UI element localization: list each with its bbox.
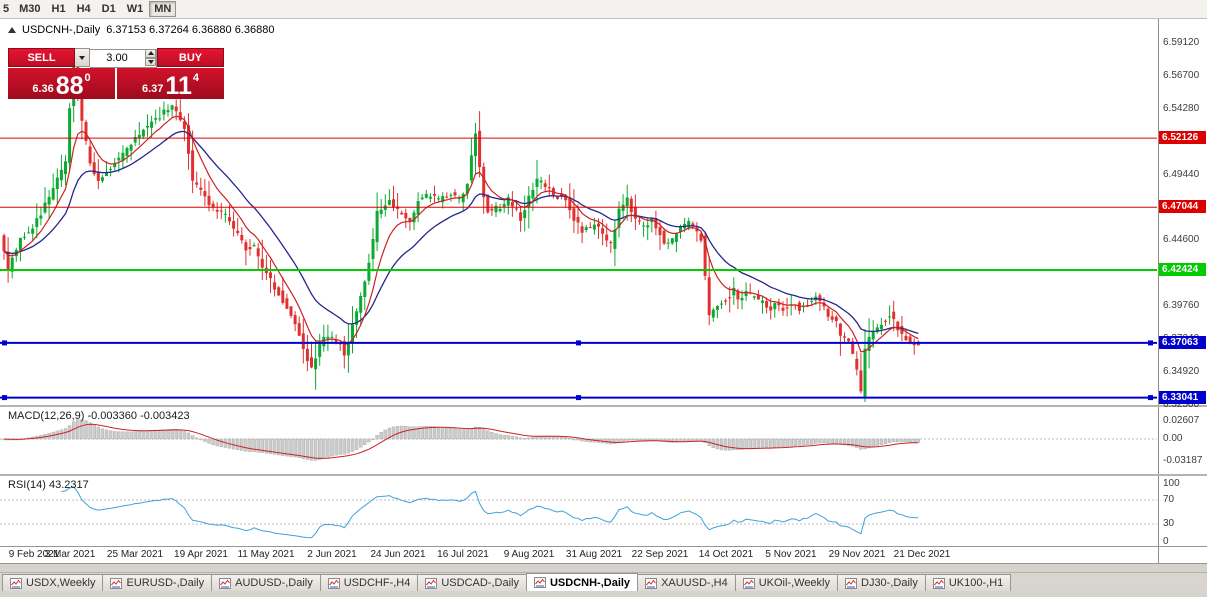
chart-icon [425, 577, 438, 589]
chart-icon [110, 577, 123, 589]
tab-label: XAUUSD-,H4 [661, 577, 728, 589]
tab-label: USDX,Weekly [26, 577, 96, 589]
tab-usdcnh-daily[interactable]: USDCNH-,Daily [525, 573, 639, 591]
symbol-period-label: USDCNH-,Daily [22, 24, 101, 36]
chart-icon [932, 577, 945, 589]
timeframe-toolbar: 5 M30 H1 H4 D1 W1 MN [0, 0, 1207, 19]
chart-icon [742, 577, 755, 589]
tab-eurusd-daily[interactable]: EURUSD-,Daily [102, 574, 213, 591]
volume-input[interactable] [90, 48, 157, 68]
tab-ukoil-weekly[interactable]: UKOil-,Weekly [734, 574, 838, 591]
timeframe-button-h1[interactable]: H1 [47, 1, 71, 17]
chart-icon [533, 577, 546, 588]
tab-usdx-weekly[interactable]: USDX,Weekly [2, 574, 104, 591]
sell-price-superscript: 0 [84, 72, 91, 84]
chart-icon [645, 577, 658, 589]
volume-spinner [145, 49, 156, 66]
macd-indicator-label: MACD(12,26,9) -0.003360 -0.003423 [8, 410, 190, 422]
rsi-indicator-label: RSI(14) 43.2317 [8, 479, 89, 491]
sell-price-big: 88 [55, 72, 84, 100]
volume-decrease-button[interactable] [145, 57, 156, 66]
sell-price-prefix: 6.36 [32, 83, 54, 95]
volume-increase-button[interactable] [145, 49, 156, 58]
chevron-up-icon [147, 51, 154, 56]
ohlc-values: 6.37153 6.37264 6.36880 6.36880 [106, 24, 275, 36]
tab-usdcad-daily[interactable]: USDCAD-,Daily [417, 574, 527, 591]
timeframe-button-m30[interactable]: M30 [14, 1, 45, 17]
buy-price-prefix: 6.37 [142, 83, 164, 95]
buy-button[interactable]: BUY [157, 48, 224, 67]
timeframe-button-mn[interactable]: MN [149, 1, 177, 17]
tab-uk100-h1[interactable]: UK100-,H1 [924, 574, 1012, 591]
volume-dropdown-button[interactable] [75, 48, 90, 67]
timeframe-button-d1[interactable]: D1 [97, 1, 121, 17]
timeframe-button-h4[interactable]: H4 [72, 1, 96, 17]
axis-separator [0, 563, 1207, 564]
chart-icon [845, 577, 857, 589]
chart-icon [10, 577, 22, 589]
price-axis[interactable] [1158, 19, 1207, 563]
timeframe-button-5[interactable]: 5 [1, 1, 13, 17]
sell-button[interactable]: SELL [8, 48, 75, 67]
panel-separator-bottom [0, 546, 1207, 547]
tab-usdchf-h4[interactable]: USDCHF-,H4 [319, 574, 419, 591]
time-axis[interactable] [0, 547, 1158, 563]
chevron-down-icon [147, 59, 154, 64]
chart-icon [327, 577, 340, 589]
tab-label: USDCHF-,H4 [343, 577, 411, 589]
buy-price-big: 11 [165, 72, 192, 100]
tab-label: USDCAD-,Daily [441, 577, 519, 589]
chart-title: USDCNH-,Daily 6.37153 6.37264 6.36880 6.… [8, 24, 274, 36]
tab-label: EURUSD-,Daily [126, 577, 205, 589]
buy-price-display[interactable]: 6.37 11 4 [117, 68, 224, 99]
buy-price-superscript: 4 [192, 72, 199, 84]
panel-separator-rsi[interactable] [0, 474, 1207, 476]
sell-price-display[interactable]: 6.36 88 0 [8, 68, 115, 99]
timeframe-button-w1[interactable]: W1 [122, 1, 149, 17]
panel-separator-macd[interactable] [0, 405, 1207, 407]
tab-label: DJ30-,Daily [861, 577, 918, 589]
chart-tabs: USDX,Weekly EURUSD-,Daily AUDUSD-,Daily USD… [0, 572, 1207, 591]
tab-audusd-daily[interactable]: AUDUSD-,Daily [211, 574, 321, 591]
tab-dj30-daily[interactable]: DJ30-,Daily [837, 574, 926, 591]
chart-icon [219, 577, 232, 589]
tab-label: UK100-,H1 [948, 577, 1004, 589]
tab-label: AUDUSD-,Daily [235, 577, 313, 589]
tab-xauusd-h4[interactable]: XAUUSD-,H4 [637, 574, 736, 591]
tab-label: UKOil-,Weekly [758, 577, 830, 589]
tab-label: USDCNH-,Daily [549, 576, 631, 589]
collapse-icon[interactable] [8, 27, 16, 33]
chevron-down-icon [79, 55, 85, 60]
chart-background [0, 19, 1158, 563]
